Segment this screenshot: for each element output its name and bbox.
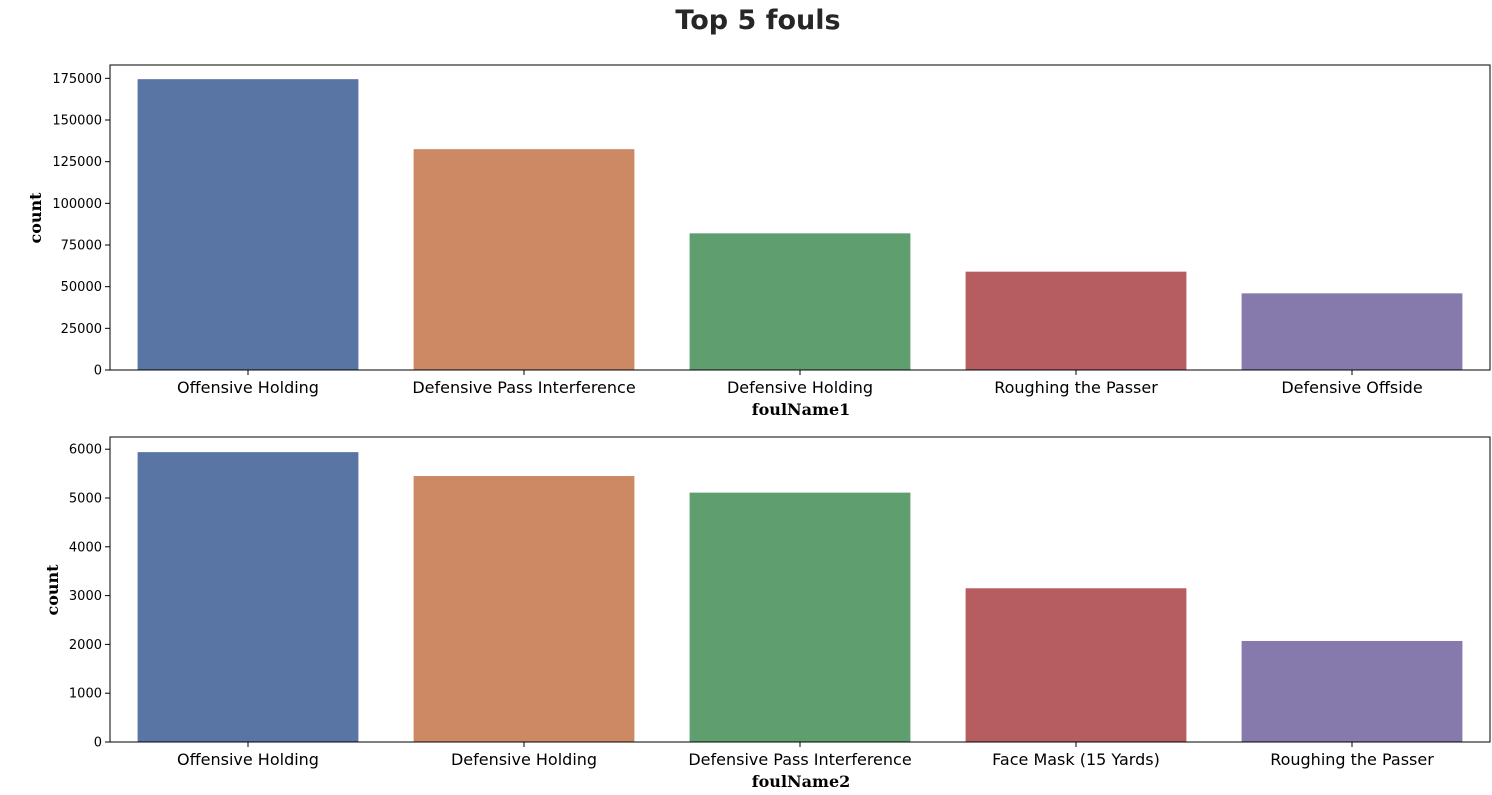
bar (413, 149, 635, 370)
x-axis-title: foulName2 (752, 772, 851, 791)
bar (689, 492, 911, 742)
y-tick-label: 3000 (69, 589, 102, 604)
bar (1241, 640, 1463, 742)
y-tick-label: 0 (94, 364, 102, 379)
figure-title: Top 5 fouls (675, 5, 840, 36)
bar (137, 452, 359, 742)
y-tick-label: 25000 (61, 322, 102, 337)
y-tick-label: 1000 (69, 687, 102, 702)
x-tick-label: Roughing the Passer (1270, 750, 1434, 769)
x-tick-label: Defensive Holding (451, 750, 597, 769)
bar (413, 476, 635, 742)
y-tick-label: 75000 (61, 239, 102, 254)
bar (137, 79, 359, 371)
top-fouls-chart-2: count foulName2 0 1000 2000 3000 4000 5000 600… (43, 436, 1491, 791)
x-tick-label: Defensive Holding (727, 378, 873, 397)
y-tick-label: 5000 (69, 492, 102, 507)
y-tick-label: 0 (94, 736, 102, 751)
x-axis-title: foulName1 (752, 400, 851, 419)
y-tick-label: 150000 (52, 114, 102, 129)
x-tick-label: Roughing the Passer (994, 378, 1158, 397)
x-tick-label: Defensive Pass Interference (688, 750, 911, 769)
x-tick-label: Defensive Pass Interference (412, 378, 635, 397)
x-tick-label: Defensive Offside (1281, 378, 1422, 397)
y-tick-label: 6000 (69, 443, 102, 458)
y-axis-title: count (26, 192, 45, 244)
bar (689, 233, 911, 370)
bar (1241, 293, 1463, 370)
x-tick-label: Offensive Holding (177, 378, 319, 397)
bar (965, 588, 1187, 742)
y-tick-label: 4000 (69, 540, 102, 555)
x-tick-label: Offensive Holding (177, 750, 319, 769)
top-fouls-chart-1: count foulName1 0 25000 50000 75000 100000 12… (26, 64, 1491, 419)
y-tick-label: 50000 (61, 280, 102, 295)
bar (965, 271, 1187, 370)
y-axis-title: count (43, 564, 62, 616)
y-tick-label: 125000 (52, 155, 102, 170)
y-tick-label: 175000 (52, 72, 102, 87)
y-tick-label: 2000 (69, 638, 102, 653)
y-tick-label: 100000 (52, 197, 102, 212)
x-tick-label: Face Mask (15 Yards) (992, 750, 1160, 769)
